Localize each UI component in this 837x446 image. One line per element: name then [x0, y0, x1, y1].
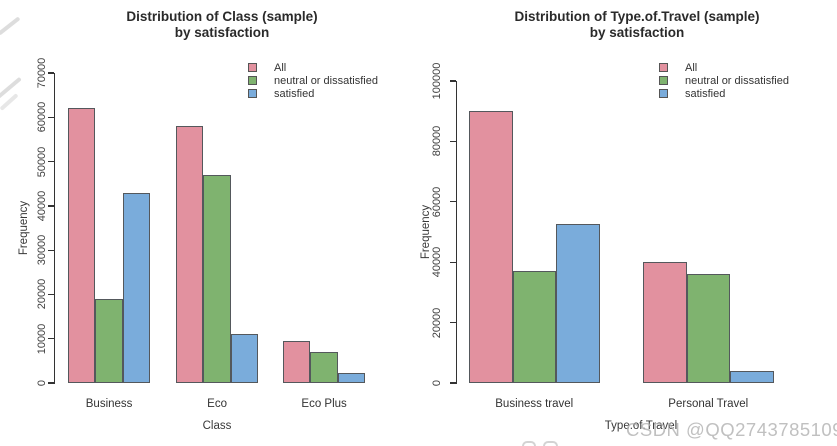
bar-eco-plus: [310, 352, 338, 383]
chart-title-line1: Distribution of Type.of.Travel (sample): [514, 9, 760, 24]
bar-eco-plus: [337, 372, 366, 383]
category-label: Business travel: [495, 398, 574, 410]
y-axis-tick: [450, 322, 456, 324]
bar-business-travel: [469, 111, 513, 383]
chart-title-line2: by satisfaction: [174, 24, 270, 40]
y-axis-tick: [450, 201, 456, 203]
y-axis-tick-label: 10000: [36, 323, 48, 354]
y-axis-tick-label: 40000: [36, 190, 48, 222]
bar-personal-travel: [686, 274, 730, 383]
corner-artifact: [0, 16, 21, 36]
y-axis-tick-label: 60000: [36, 101, 48, 133]
category-label: Business: [85, 398, 133, 410]
y-axis-tick: [48, 72, 54, 74]
legend-swatch: [659, 89, 668, 98]
bar-personal-travel: [730, 370, 774, 383]
y-axis-tick-label: 100000: [431, 62, 443, 100]
y-axis-tick-label: 30000: [36, 234, 48, 266]
cutoff-text-artifact: [543, 441, 558, 446]
bar-business-travel: [556, 224, 600, 383]
y-axis-tick-label: 20000: [431, 307, 443, 338]
y-axis-tick-label: 0: [36, 379, 48, 387]
watermark: CSDN @QQ2743785109: [626, 419, 837, 440]
chart-title-line2: by satisfaction: [589, 24, 685, 40]
legend-swatch: [248, 63, 257, 72]
legend-label: neutral or dissatisfied: [274, 75, 378, 87]
legend-label: satisfied: [274, 88, 315, 100]
y-axis-label: Frequency: [18, 200, 30, 256]
y-axis-tick: [48, 293, 54, 296]
y-axis-tick: [48, 338, 54, 340]
legend-swatch: [248, 76, 257, 85]
bar-eco: [203, 174, 231, 383]
category-label: Eco Plus: [301, 398, 347, 410]
y-axis-tick-label: 0: [431, 379, 443, 387]
legend-swatch: [248, 89, 257, 98]
bar-business-travel: [512, 271, 556, 383]
x-axis-label: Class: [202, 420, 232, 432]
bar-eco: [176, 126, 204, 383]
x-axis-label: Type.of.Travel: [604, 420, 678, 432]
y-axis-tick-label: 60000: [431, 186, 443, 218]
bar-personal-travel: [643, 262, 687, 383]
legend-label: All: [685, 62, 698, 74]
y-axis-tick: [48, 205, 54, 207]
y-axis-line: [455, 81, 457, 384]
category-label: Personal Travel: [668, 398, 749, 410]
legend-label: All: [274, 62, 287, 74]
y-axis-tick: [450, 80, 456, 82]
y-axis-tick-label: 40000: [431, 246, 443, 278]
bar-business: [68, 108, 96, 383]
category-label: Eco: [207, 398, 228, 410]
y-axis-tick: [450, 140, 456, 143]
y-axis-tick: [48, 116, 54, 118]
bar-eco: [230, 334, 259, 383]
chart-title: Distribution of Type.of.Travel (sample) …: [514, 9, 759, 40]
y-axis-tick-label: 20000: [36, 279, 48, 310]
bar-eco-plus: [283, 340, 311, 383]
cutoff-text-artifact: [522, 441, 536, 446]
chart-title: Distribution of Class (sample) by satisf…: [126, 9, 317, 40]
legend-label: neutral or dissatisfied: [685, 75, 789, 87]
y-axis-tick-label: 50000: [36, 146, 48, 177]
bar-business: [122, 192, 151, 383]
y-axis-tick: [48, 382, 54, 384]
y-axis-tick-label: 80000: [431, 126, 443, 157]
legend-label: satisfied: [685, 88, 726, 100]
y-axis-tick: [48, 160, 54, 163]
legend-swatch: [659, 63, 668, 72]
y-axis-line: [53, 73, 55, 384]
chart-title-line1: Distribution of Class (sample): [126, 9, 318, 24]
y-axis-tick-label: 70000: [36, 57, 48, 89]
legend-swatch: [659, 76, 668, 85]
y-axis-tick: [48, 249, 54, 251]
y-axis-tick: [450, 382, 456, 384]
y-axis-tick: [450, 261, 456, 263]
bar-business: [95, 298, 123, 383]
